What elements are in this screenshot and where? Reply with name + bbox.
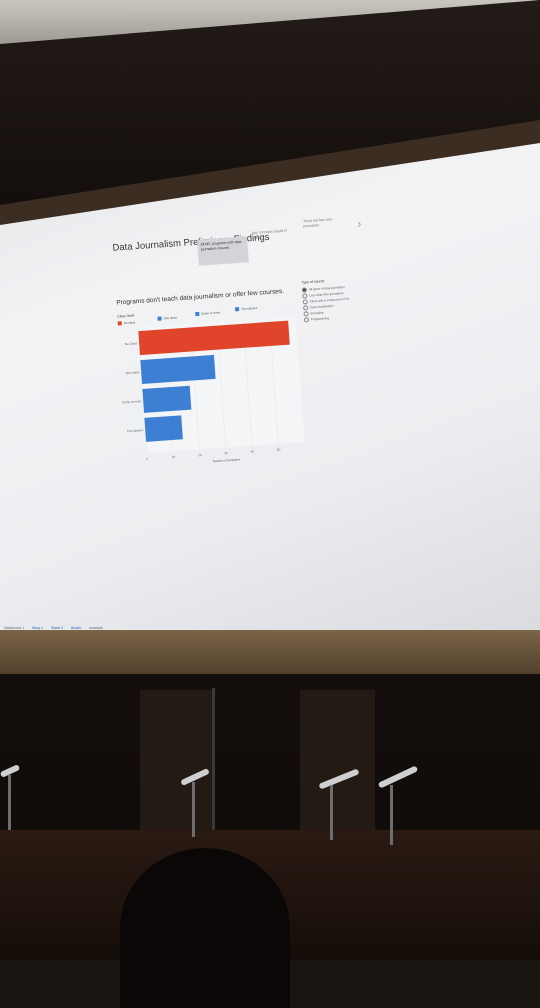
story-point-label: Key concepts taught in classes	[251, 228, 288, 240]
story-point-label: There are few core journalism	[302, 217, 333, 229]
filter-title: Type of course	[301, 279, 325, 285]
radio-icon	[301, 287, 308, 293]
x-axis-label: Number of programs	[213, 457, 241, 463]
bar	[144, 415, 183, 442]
filter-option-label: Emerging	[310, 310, 324, 316]
tab-books[interactable]: Books	[71, 626, 81, 630]
category-label: One class	[126, 370, 140, 375]
microphone-stand	[390, 785, 393, 845]
filter-option-label: Data visualization	[309, 303, 334, 310]
x-tick-label: 30	[224, 451, 228, 455]
legend-label: No class	[123, 320, 136, 326]
radio-icon	[303, 317, 310, 323]
legend-item-some-or-more: Some or more	[195, 310, 221, 317]
cable	[212, 688, 215, 838]
legend-item-no-class: No class	[117, 320, 136, 326]
story-point-2[interactable]: Key concepts taught in classes	[248, 225, 300, 254]
chevron-right-icon[interactable]: ›	[356, 216, 362, 231]
wall-panel	[300, 690, 375, 830]
radio-icon	[302, 299, 308, 305]
legend-title: Class level	[117, 313, 135, 319]
radio-icon	[303, 311, 309, 317]
legend-swatch	[195, 312, 200, 317]
microphone-stand	[330, 785, 333, 840]
filter-option-programming[interactable]: Programming	[303, 316, 330, 323]
x-tick-label: 40	[251, 449, 255, 453]
wall-panel	[140, 690, 215, 830]
tab-sheet-2[interactable]: Sheet 2	[51, 626, 64, 630]
microphone-stand	[8, 775, 11, 830]
category-label: Two classes	[127, 428, 144, 433]
tab-story-1[interactable]: Story 1	[32, 626, 44, 630]
legend-swatch	[234, 307, 240, 312]
filter-option-label: Programming	[310, 316, 330, 322]
story-point-3[interactable]: There are few core journalism	[300, 213, 352, 242]
story-point-1[interactable]: All MC programs with data journalism cla…	[197, 236, 249, 266]
x-tick-label: 20	[198, 453, 202, 457]
story-point-label: All MC programs with data journalism cla…	[200, 239, 242, 252]
category-label: Some or more	[122, 399, 142, 404]
screen-bottom-bar	[0, 630, 540, 674]
legend-label: Two classes	[240, 305, 258, 311]
bar-chart: 0 10 20 30 40 50 No Class One class Some or more…	[122, 316, 305, 463]
projected-slide: Data Journalism Preliminary Findings All…	[112, 213, 362, 463]
x-tick-label: 0	[146, 457, 148, 461]
tab-concepts[interactable]: concepts	[88, 626, 103, 630]
radio-icon	[302, 293, 308, 299]
bar	[138, 320, 290, 356]
legend-item-two-classes: Two classes	[234, 305, 258, 312]
chart-title: Programs don't teach data journalism or …	[116, 287, 285, 307]
bar	[140, 354, 216, 385]
filter-option-label: Class with a component of DJ	[309, 296, 350, 304]
radio-icon	[302, 305, 309, 311]
bar	[142, 385, 192, 413]
x-tick-label: 10	[172, 455, 176, 459]
sheet-tabs: Dashboard 1 Story 1 Sheet 2 Books concep…	[4, 626, 110, 630]
tab-dashboard-1[interactable]: Dashboard 1	[4, 626, 25, 630]
legend-item-one-class: One class	[157, 315, 177, 321]
legend-label: Some or more	[201, 310, 221, 316]
x-tick-label: 50	[277, 448, 281, 452]
legend-swatch	[157, 316, 162, 321]
microphone-stand	[192, 782, 195, 837]
legend-label: One class	[163, 315, 177, 321]
legend-swatch	[117, 321, 122, 326]
category-label: No Class	[125, 341, 138, 346]
